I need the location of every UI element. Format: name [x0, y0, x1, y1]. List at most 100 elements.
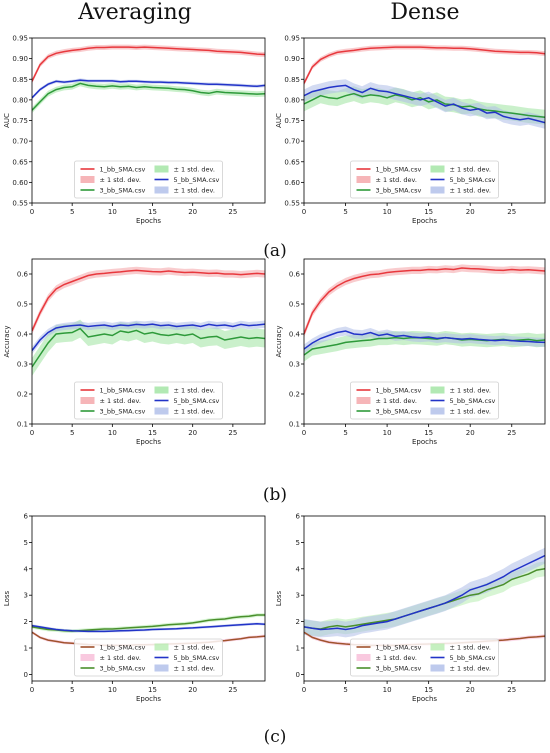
y-tick-label: 0.70	[284, 138, 300, 146]
y-tick-label: 0	[296, 671, 300, 679]
x-tick-label: 25	[228, 429, 237, 437]
legend-band-swatch	[430, 643, 445, 651]
y-tick-label: 0.5	[17, 301, 28, 309]
x-tick-label: 10	[108, 429, 117, 437]
legend-band-swatch	[154, 643, 169, 651]
chart-a-dense: 0 5 10 15 20 25 0.55 0.60 0.65 0.70 0.75 0.80 0.85 0.…	[275, 35, 546, 225]
legend-box	[74, 381, 223, 420]
column-title-dense: Dense	[390, 0, 460, 25]
legend-label: 3_bb_SMA.csv	[100, 408, 146, 416]
y-tick-label: 4	[296, 565, 301, 573]
x-axis-label: Epochs	[136, 438, 161, 446]
x-tick-label: 25	[507, 429, 516, 437]
legend-label: 1_bb_SMA.csv	[376, 644, 422, 652]
y-axis-label: Accuracy	[3, 326, 11, 358]
legend-band-swatch	[154, 407, 169, 415]
y-tick-label: 0.75	[284, 117, 300, 125]
y-tick-label: 5	[296, 539, 300, 547]
y-tick-label: 0.2	[17, 391, 28, 399]
y-tick-label: 0.1	[17, 421, 28, 429]
x-tick-label: 5	[343, 429, 347, 437]
panel-label-a: (a)	[263, 241, 287, 261]
x-tick-label: 10	[108, 686, 117, 694]
y-tick-label: 0.3	[289, 361, 300, 369]
y-tick-label: 6	[24, 513, 29, 521]
legend-band-swatch	[80, 654, 95, 661]
legend-label: ± 1 std. dev.	[174, 187, 215, 195]
legend-label: 5_bb_SMA.csv	[174, 176, 220, 184]
legend-label: 1_bb_SMA.csv	[100, 644, 146, 652]
series-line-1	[304, 267, 545, 335]
y-axis-label: Accuracy	[275, 326, 283, 358]
plot-area	[32, 266, 265, 376]
y-axis-label: Loss	[275, 590, 283, 606]
legend-label: ± 1 std. dev.	[100, 654, 141, 662]
std-band-2	[32, 613, 265, 633]
series-line-1	[304, 46, 545, 84]
x-tick-label: 0	[302, 429, 306, 437]
legend-box	[350, 160, 499, 199]
legend-band-swatch	[356, 397, 371, 404]
x-tick-label: 0	[302, 208, 306, 216]
y-tick-label: 0.75	[12, 117, 28, 125]
y-tick-label: 0.95	[284, 35, 300, 43]
legend-band-swatch	[356, 654, 371, 661]
x-tick-label: 15	[148, 208, 157, 216]
x-tick-label: 15	[424, 686, 433, 694]
chart-c-dense: 0 5 10 15 20 25 0 1 2 3 4 5 6 Epochs Loss 1_bb_SMA.csv ±…	[275, 513, 546, 703]
series-line-1	[32, 269, 265, 332]
legend-label: 5_bb_SMA.csv	[450, 654, 496, 662]
legend-label: 5_bb_SMA.csv	[174, 397, 220, 405]
legend-box	[350, 381, 499, 420]
series-line-3	[304, 84, 545, 124]
y-tick-label: 6	[296, 513, 301, 521]
x-tick-label: 5	[343, 686, 347, 694]
legend-band-swatch	[154, 664, 169, 672]
x-tick-label: 0	[30, 208, 34, 216]
plot-area	[304, 547, 545, 648]
y-tick-label: 0.80	[12, 96, 28, 104]
y-tick-label: 1	[24, 645, 28, 653]
y-tick-label: 0.55	[12, 200, 28, 208]
x-tick-label: 10	[383, 429, 392, 437]
legend-label: ± 1 std. dev.	[450, 408, 491, 416]
series-line-2	[32, 327, 265, 368]
axes-frame	[31, 515, 266, 682]
x-axis-label: Epochs	[412, 217, 437, 225]
plot-area	[32, 44, 265, 114]
legend-label: 5_bb_SMA.csv	[450, 176, 496, 184]
x-tick-label: 20	[466, 429, 475, 437]
y-tick-label: 0.85	[12, 76, 28, 84]
x-tick-label: 5	[70, 208, 74, 216]
x-axis-label: Epochs	[412, 438, 437, 446]
series-line-3	[32, 79, 265, 99]
y-tick-label: 0.70	[12, 138, 28, 146]
legend-band-swatch	[80, 397, 95, 404]
legend-label: ± 1 std. dev.	[174, 408, 215, 416]
y-tick-label: 0.5	[289, 301, 300, 309]
legend-label: ± 1 std. dev.	[450, 665, 491, 673]
legend-label: ± 1 std. dev.	[450, 187, 491, 195]
std-band-1	[304, 44, 545, 86]
column-title-averaging: Averaging	[78, 0, 192, 25]
legend-label: 3_bb_SMA.csv	[100, 665, 146, 673]
legend-band-swatch	[154, 386, 169, 394]
legend-label: 3_bb_SMA.csv	[100, 187, 146, 195]
y-tick-label: 3	[296, 592, 300, 600]
y-axis-label: AUC	[275, 113, 283, 128]
legend-band-swatch	[80, 176, 95, 183]
series-line-3	[32, 323, 265, 351]
legend-band-swatch	[430, 186, 445, 194]
series-line-1	[32, 46, 265, 82]
chart-b-dense: 0 5 10 15 20 25 0.1 0.2 0.3 0.4 0.5 0.6 Epochs Accura…	[275, 258, 546, 446]
y-tick-label: 0.1	[289, 421, 300, 429]
std-band-1	[304, 264, 545, 338]
series-line-3	[32, 622, 265, 633]
legend-band-swatch	[430, 386, 445, 394]
std-band-1	[32, 266, 265, 335]
y-tick-label: 0.85	[284, 76, 300, 84]
series-line-2	[32, 82, 265, 111]
y-tick-label: 0.80	[284, 96, 300, 104]
x-tick-label: 0	[30, 429, 34, 437]
plot-area	[304, 264, 545, 362]
